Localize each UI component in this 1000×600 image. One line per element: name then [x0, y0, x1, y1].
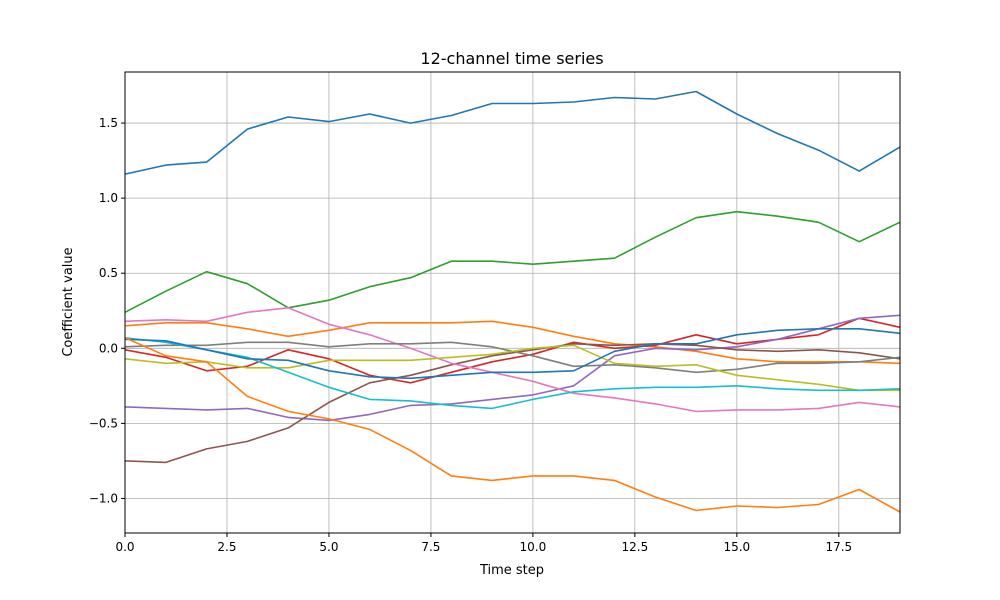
x-tick-label: 0.0	[115, 540, 134, 554]
chart-title: 12-channel time series	[420, 49, 603, 68]
series-line-11	[124, 327, 901, 380]
series-line-5	[124, 314, 901, 422]
y-tick-label: −1.0	[89, 491, 118, 505]
x-tick-label: 17.5	[825, 540, 852, 554]
y-tick-label: 1.0	[99, 191, 118, 205]
series-line-9	[124, 344, 900, 392]
y-tick-label: 0.5	[99, 266, 118, 280]
series-line-2	[124, 320, 901, 365]
x-tick-label: 2.5	[217, 540, 236, 554]
y-tick-label: 1.5	[99, 116, 118, 130]
series-line-6	[124, 342, 901, 464]
grid-lines	[124, 72, 900, 533]
y-axis-label: Coefficient value	[61, 247, 76, 356]
x-tick-label: 5.0	[319, 540, 338, 554]
series-line-7	[124, 306, 901, 413]
x-tick-label: 12.5	[622, 540, 649, 554]
y-tick-label: 0.0	[99, 341, 118, 355]
series-line-3	[124, 210, 901, 314]
x-tick-label: 10.0	[520, 540, 547, 554]
axis-ticks: 0.0 2.5 5.0 7.5 10.0 12.5 15.0 17.5 −1.0 −0.5 0.0 0…	[89, 116, 852, 554]
x-tick-label: 7.5	[421, 540, 440, 554]
x-axis-label: Time step	[479, 563, 544, 578]
x-tick-label: 15.0	[723, 540, 750, 554]
series-line-1	[124, 90, 901, 175]
series-line-12	[124, 337, 901, 513]
plot-frame	[124, 71, 901, 534]
series-lines	[124, 90, 901, 513]
y-tick-label: −0.5	[89, 416, 118, 430]
